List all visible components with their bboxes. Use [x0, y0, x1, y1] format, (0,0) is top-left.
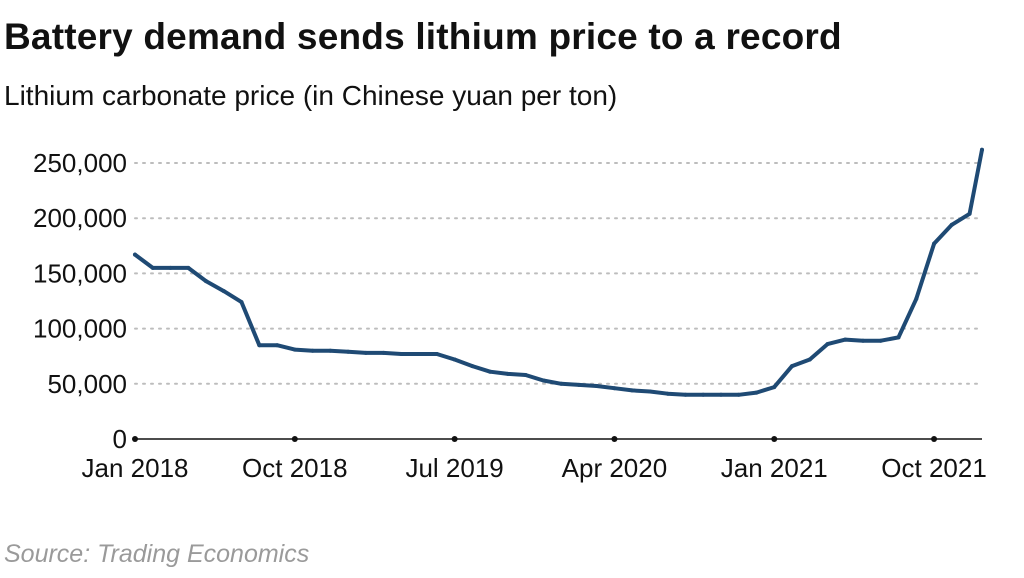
x-tick-label: Oct 2018 [242, 453, 348, 483]
y-tick-label: 150,000 [33, 258, 127, 288]
data-point [257, 343, 262, 348]
data-point [594, 384, 599, 388]
data-point [878, 338, 883, 343]
y-tick-label: 0 [113, 424, 127, 454]
data-point [488, 369, 493, 374]
x-tick-label: Oct 2021 [881, 453, 987, 483]
x-tick-marker [291, 436, 298, 442]
data-point [861, 338, 865, 343]
source-note: Source: Trading Economics [4, 540, 310, 568]
x-tick-label: Jul 2019 [405, 453, 503, 483]
data-point [576, 382, 581, 387]
data-point [505, 371, 510, 376]
data-point [150, 265, 155, 270]
data-point [932, 241, 937, 246]
y-tick-label: 100,000 [33, 314, 127, 344]
data-point [204, 279, 208, 284]
data-point [683, 392, 688, 397]
x-tick-label: Apr 2020 [562, 453, 668, 483]
data-point [452, 357, 457, 362]
data-point [346, 349, 351, 354]
data-point [647, 389, 652, 394]
data-point [541, 378, 546, 383]
data-point [186, 265, 191, 270]
line-chart: 0 50,000 100,000 150,000 200,000 250,000 Jan 2… [33, 147, 987, 483]
data-point [914, 296, 919, 301]
data-point [292, 347, 297, 352]
x-tick-marker [611, 436, 618, 442]
x-tick-marker [931, 436, 938, 442]
data-point [719, 392, 723, 397]
grid-layer [134, 162, 979, 385]
data-point [275, 343, 280, 348]
x-tick-marker [771, 436, 778, 442]
data-point [825, 342, 830, 347]
axis-layer [132, 436, 982, 442]
data-point [949, 222, 954, 227]
data-point [434, 352, 439, 356]
data-point [417, 352, 422, 356]
data-point [381, 350, 386, 355]
data-point [896, 335, 901, 340]
data-point [754, 390, 759, 395]
data-point [701, 392, 706, 397]
series-layer [133, 147, 984, 397]
data-point [559, 381, 564, 386]
x-tick-marker [132, 436, 138, 442]
data-point [612, 386, 617, 391]
data-point [665, 391, 670, 396]
x-tick-marker [451, 436, 458, 442]
x-tick-label: Jan 2018 [82, 453, 189, 483]
data-point [967, 211, 972, 216]
y-tick-label: 250,000 [33, 148, 127, 178]
series-line-0 [133, 147, 984, 397]
data-point [221, 289, 226, 294]
data-point [328, 348, 333, 353]
data-point [239, 300, 244, 305]
label-layer: 0 50,000 100,000 150,000 200,000 250,000 Jan 2… [33, 148, 987, 483]
data-point [630, 388, 635, 393]
y-tick-label: 50,000 [47, 369, 127, 399]
data-point [980, 147, 984, 152]
data-point [470, 364, 475, 369]
data-point [399, 352, 404, 356]
x-tick-label: Jan 2021 [721, 453, 828, 483]
data-point [310, 348, 315, 353]
data-point [133, 252, 137, 257]
y-tick-label: 200,000 [33, 203, 127, 233]
data-point [736, 392, 741, 397]
data-point [523, 373, 528, 377]
data-point [807, 357, 812, 362]
data-point [843, 337, 848, 342]
data-point [790, 364, 794, 369]
data-point [168, 265, 173, 270]
data-point [363, 350, 368, 355]
chart-subtitle: Lithium carbonate price (in Chinese yuan… [4, 80, 618, 111]
chart-title: Battery demand sends lithium price to a … [4, 16, 842, 57]
data-point [772, 385, 777, 390]
